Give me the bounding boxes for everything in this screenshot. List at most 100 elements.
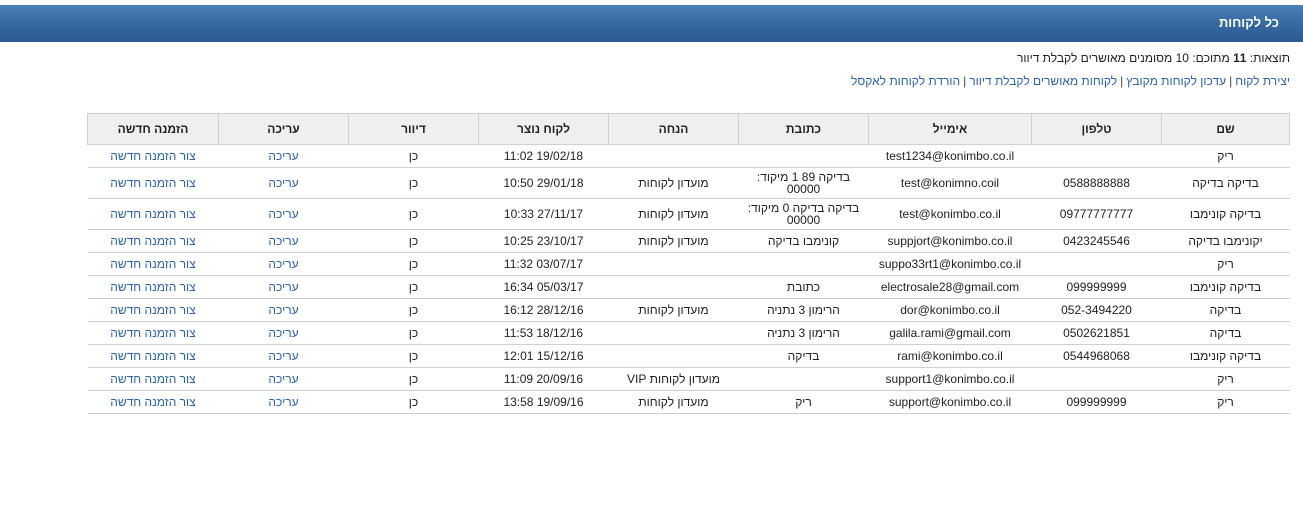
col-phone-header: טלפון: [1031, 113, 1162, 145]
new-order-link[interactable]: צור הזמנה חדשה: [87, 198, 219, 230]
address-cell: בדיקה: [738, 344, 869, 368]
edit-link[interactable]: עריכה: [218, 275, 349, 299]
created-date-cell: 11:02 19/02/18: [478, 144, 609, 168]
created-date-cell: 16:12 28/12/16: [478, 298, 609, 322]
email-cell: electrosale28@gmail.com: [868, 275, 1032, 299]
email-cell: test@konimbo.co.il: [868, 198, 1032, 230]
new-order-link[interactable]: צור הזמנה חדשה: [87, 344, 219, 368]
edit-link[interactable]: עריכה: [218, 144, 349, 168]
address-cell: קונימבו בדיקה: [738, 229, 869, 253]
phone-cell: 0588888888: [1031, 167, 1162, 199]
col-edit-header: עריכה: [218, 113, 349, 145]
new-order-link[interactable]: צור הזמנה חדשה: [87, 167, 219, 199]
new-order-link[interactable]: צור הזמנה חדשה: [87, 298, 219, 322]
discount-cell: [608, 275, 739, 299]
address-cell: הרימון 3 נתניה: [738, 298, 869, 322]
link-separator: |: [1120, 74, 1124, 88]
table-row: בדיקה קונימבו 09777777777 test@konimbo.co.…: [87, 198, 1290, 230]
col-name-header: שם: [1161, 113, 1290, 145]
mailing-cell: כן: [348, 275, 479, 299]
customer-name-cell: ריק: [1161, 252, 1290, 276]
discount-cell: מועדון לקוחות: [608, 390, 739, 414]
email-cell: support1@konimbo.co.il: [868, 367, 1032, 391]
customer-name-cell: ריק: [1161, 144, 1290, 168]
table-row: ריק 099999999 support@konimbo.co.il ריק מועד…: [87, 390, 1290, 414]
new-order-link[interactable]: צור הזמנה חדשה: [87, 275, 219, 299]
new-order-link[interactable]: צור הזמנה חדשה: [87, 144, 219, 168]
table-row: ריק test1234@konimbo.co.il 11:02 19/02/18 כ…: [87, 144, 1290, 168]
new-order-link[interactable]: צור הזמנה חדשה: [87, 229, 219, 253]
created-date-cell: 11:09 20/09/16: [478, 367, 609, 391]
table-row: בדיקה 052-3494220 dor@konimbo.co.il הרימון …: [87, 298, 1290, 322]
link-separator: |: [1229, 74, 1233, 88]
phone-cell: 0502621851: [1031, 321, 1162, 345]
edit-link[interactable]: עריכה: [218, 298, 349, 322]
phone-cell: 099999999: [1031, 390, 1162, 414]
customer-name-cell: בדיקה קונימבו: [1161, 198, 1290, 230]
customers-table: שם טלפון אימייל כתובת הנחה לקוח נוצר דיוור עריכ…: [87, 113, 1290, 414]
mailing-cell: כן: [348, 321, 479, 345]
mailing-cell: כן: [348, 198, 479, 230]
export-customers-excel-link[interactable]: הורדת לקוחות לאקסל: [851, 74, 961, 88]
edit-link[interactable]: עריכה: [218, 367, 349, 391]
discount-cell: [608, 144, 739, 168]
results-detail: מתוכם: 10 מסומנים מאושרים לקבלת דיוור: [1016, 51, 1230, 65]
edit-link[interactable]: עריכה: [218, 321, 349, 345]
table-row: בדיקה קונימבו 0544968068 rami@konimbo.co.i…: [87, 344, 1290, 368]
email-cell: dor@konimbo.co.il: [868, 298, 1032, 322]
edit-link[interactable]: עריכה: [218, 252, 349, 276]
phone-cell: 099999999: [1031, 275, 1162, 299]
mailing-cell: כן: [348, 298, 479, 322]
results-count: 11: [1233, 51, 1247, 65]
discount-cell: [608, 321, 739, 345]
created-date-cell: 11:32 03/07/17: [478, 252, 609, 276]
address-cell: בדיקה בדיקה 0 מיקוד: 00000: [738, 198, 869, 230]
table-row: בדיקה בדיקה 0588888888 test@konimno.coil בד…: [87, 167, 1290, 199]
customer-name-cell: בדיקה קונימבו: [1161, 275, 1290, 299]
edit-link[interactable]: עריכה: [218, 344, 349, 368]
mailing-cell: כן: [348, 252, 479, 276]
new-order-link[interactable]: צור הזמנה חדשה: [87, 390, 219, 414]
created-date-cell: 12:01 15/12/16: [478, 344, 609, 368]
page-header: כל לקוחות: [0, 5, 1303, 42]
address-cell: בדיקה 89 1 מיקוד: 00000: [738, 167, 869, 199]
customer-name-cell: בדיקה: [1161, 298, 1290, 322]
new-order-link[interactable]: צור הזמנה חדשה: [87, 367, 219, 391]
address-cell: [738, 144, 869, 168]
action-links: יצירת לקוח|עדכון לקוחות מקובץ|לקוחות מאו…: [851, 74, 1290, 88]
address-cell: כתובת: [738, 275, 869, 299]
created-date-cell: 10:33 27/11/17: [478, 198, 609, 230]
edit-link[interactable]: עריכה: [218, 390, 349, 414]
phone-cell: 052-3494220: [1031, 298, 1162, 322]
discount-cell: [608, 344, 739, 368]
create-customer-link[interactable]: יצירת לקוח: [1235, 74, 1290, 88]
new-order-link[interactable]: צור הזמנה חדשה: [87, 252, 219, 276]
discount-cell: מועדון לקוחות: [608, 167, 739, 199]
col-address-header: כתובת: [738, 113, 869, 145]
created-date-cell: 11:53 18/12/16: [478, 321, 609, 345]
created-date-cell: 13:58 19/09/16: [478, 390, 609, 414]
col-new-order-header: הזמנה חדשה: [87, 113, 219, 145]
phone-cell: 0423245546: [1031, 229, 1162, 253]
mailing-cell: כן: [348, 229, 479, 253]
mailing-approved-customers-link[interactable]: לקוחות מאושרים לקבלת דיוור: [969, 74, 1118, 88]
table-row: ריק support1@konimbo.co.il מועדון לקוחות V…: [87, 367, 1290, 391]
discount-cell: מועדון לקוחות VIP: [608, 367, 739, 391]
update-customers-from-file-link[interactable]: עדכון לקוחות מקובץ: [1126, 74, 1227, 88]
customer-name-cell: יקונימבו בדיקה: [1161, 229, 1290, 253]
phone-cell: [1031, 144, 1162, 168]
phone-cell: 09777777777: [1031, 198, 1162, 230]
discount-cell: מועדון לקוחות: [608, 198, 739, 230]
mailing-cell: כן: [348, 344, 479, 368]
table-header-row: שם טלפון אימייל כתובת הנחה לקוח נוצר דיוור עריכ…: [87, 113, 1290, 145]
link-separator: |: [963, 74, 967, 88]
address-cell: [738, 252, 869, 276]
address-cell: [738, 367, 869, 391]
edit-link[interactable]: עריכה: [218, 167, 349, 199]
created-date-cell: 10:25 23/10/17: [478, 229, 609, 253]
created-date-cell: 16:34 05/03/17: [478, 275, 609, 299]
mailing-cell: כן: [348, 167, 479, 199]
edit-link[interactable]: עריכה: [218, 229, 349, 253]
edit-link[interactable]: עריכה: [218, 198, 349, 230]
new-order-link[interactable]: צור הזמנה חדשה: [87, 321, 219, 345]
